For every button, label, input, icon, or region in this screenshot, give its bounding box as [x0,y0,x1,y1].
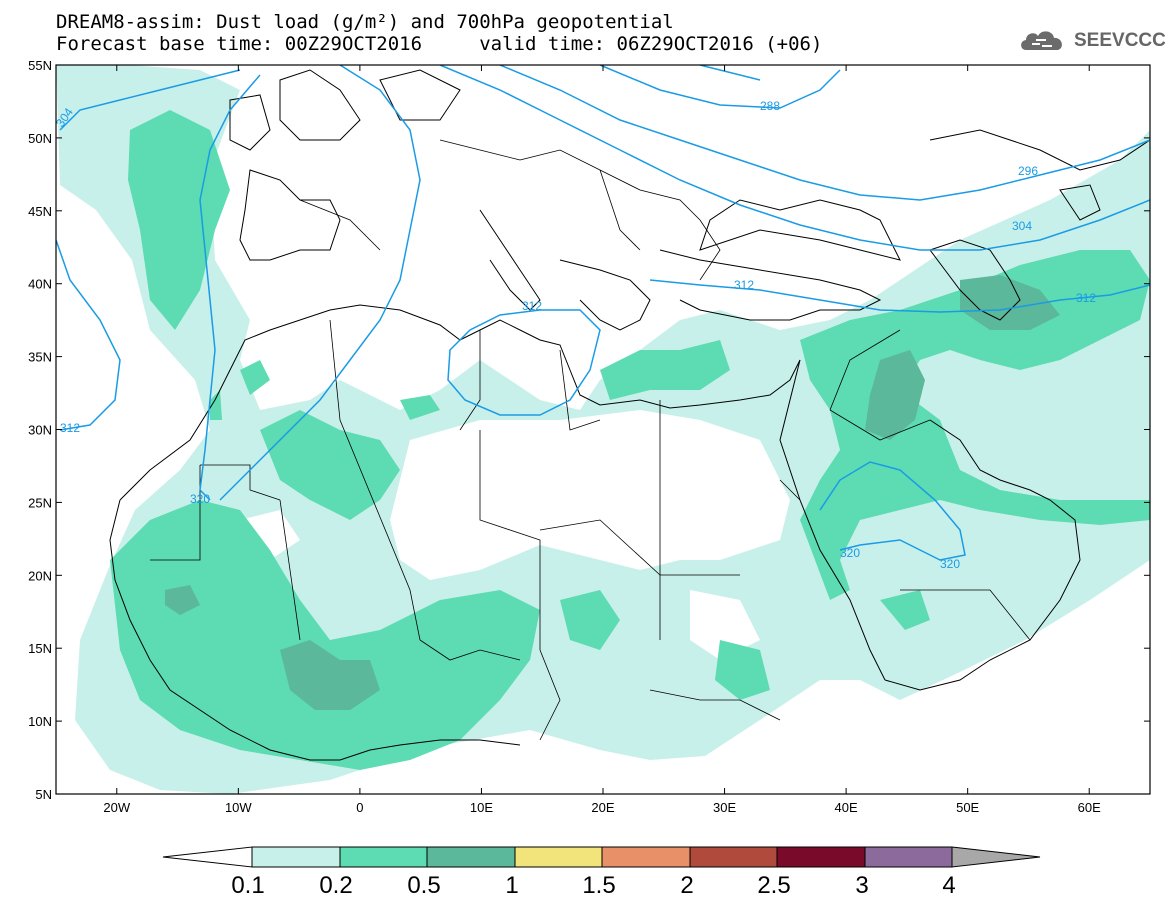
contour-label: 312 [522,299,542,313]
colorbar-bin [864,846,953,868]
lon-tick-label: 50E [956,800,979,815]
contour-label: 320 [940,557,960,571]
lon-tick-label: 20W [103,800,130,815]
colorbar-low-arrow [162,846,253,868]
lat-tick-label: 30N [28,423,52,438]
dust-shade-dark [165,275,1060,710]
dust-clear-area [240,410,790,660]
lon-tick-label: 60E [1078,800,1101,815]
logo-text: SEEVCCC [1074,30,1165,51]
map-title: DREAM8-assim: Dust load (g/m²) and 700hP… [56,11,674,33]
colorbar-label: 4 [942,872,955,899]
lon-tick-label: 10W [225,800,252,815]
map-subtitle: Forecast base time: 00Z29OCT2016 valid t… [56,33,823,55]
contour-label: 296 [1018,164,1038,178]
colorbar-bin [514,846,603,868]
latitude-ticks: 55N 50N 45N 40N 35N 30N 25N 20N 15N 10N 5N [28,58,1150,802]
colorbar-bin [689,846,778,868]
colorbar-label: 3 [855,872,868,899]
lat-tick-label: 10N [28,714,52,729]
contour-label: 320 [840,546,860,560]
lon-tick-label: 30E [713,800,736,815]
contour-label: 304 [1012,219,1032,233]
contour-label: 312 [1076,291,1096,305]
seevccc-logo: SEEVCCC [1018,26,1165,56]
colorbar-label: 2.5 [757,872,790,899]
colorbar-label: 0.2 [319,872,352,899]
lat-tick-label: 50N [28,131,52,146]
colorbar-bin [601,846,691,868]
longitude-ticks: 20W 10W 0 10E 20E 30E 40E 50E 60E [103,65,1101,815]
colorbar-bin [426,846,516,868]
colorbar-label: 0.5 [407,872,440,899]
country-borders [150,139,1031,741]
contour-label: 288 [760,99,780,113]
geopotential-contours [56,65,1150,561]
lat-tick-label: 40N [28,277,52,292]
lat-tick-label: 20N [28,568,52,583]
contour-label: 320 [190,492,210,506]
contour-label: 312 [734,278,754,292]
lat-tick-label: 55N [28,58,52,73]
lat-tick-label: 45N [28,204,52,219]
lat-tick-label: 25N [28,495,52,510]
colorbar-label: 2 [680,872,693,899]
lon-tick-label: 20E [591,800,614,815]
lat-tick-label: 15N [28,641,52,656]
lon-tick-label: 0 [356,800,363,815]
colorbar-bin [339,846,428,868]
colorbar: 0.1 0.2 0.5 1 1.5 2 2.5 3 4 [162,846,1041,899]
colorbar-label: 1 [505,872,518,899]
cloud-icon [1021,31,1062,50]
map-layers [56,65,1150,794]
colorbar-high-arrow [951,846,1041,868]
lon-tick-label: 40E [835,800,858,815]
colorbar-bin [776,846,866,868]
lat-tick-label: 35N [28,350,52,365]
contour-label: 312 [60,421,80,435]
lat-tick-label: 5N [35,787,52,802]
colorbar-label: 0.1 [231,872,264,899]
colorbar-label: 1.5 [582,872,615,899]
colorbar-bin [251,846,341,868]
lon-tick-label: 10E [470,800,493,815]
